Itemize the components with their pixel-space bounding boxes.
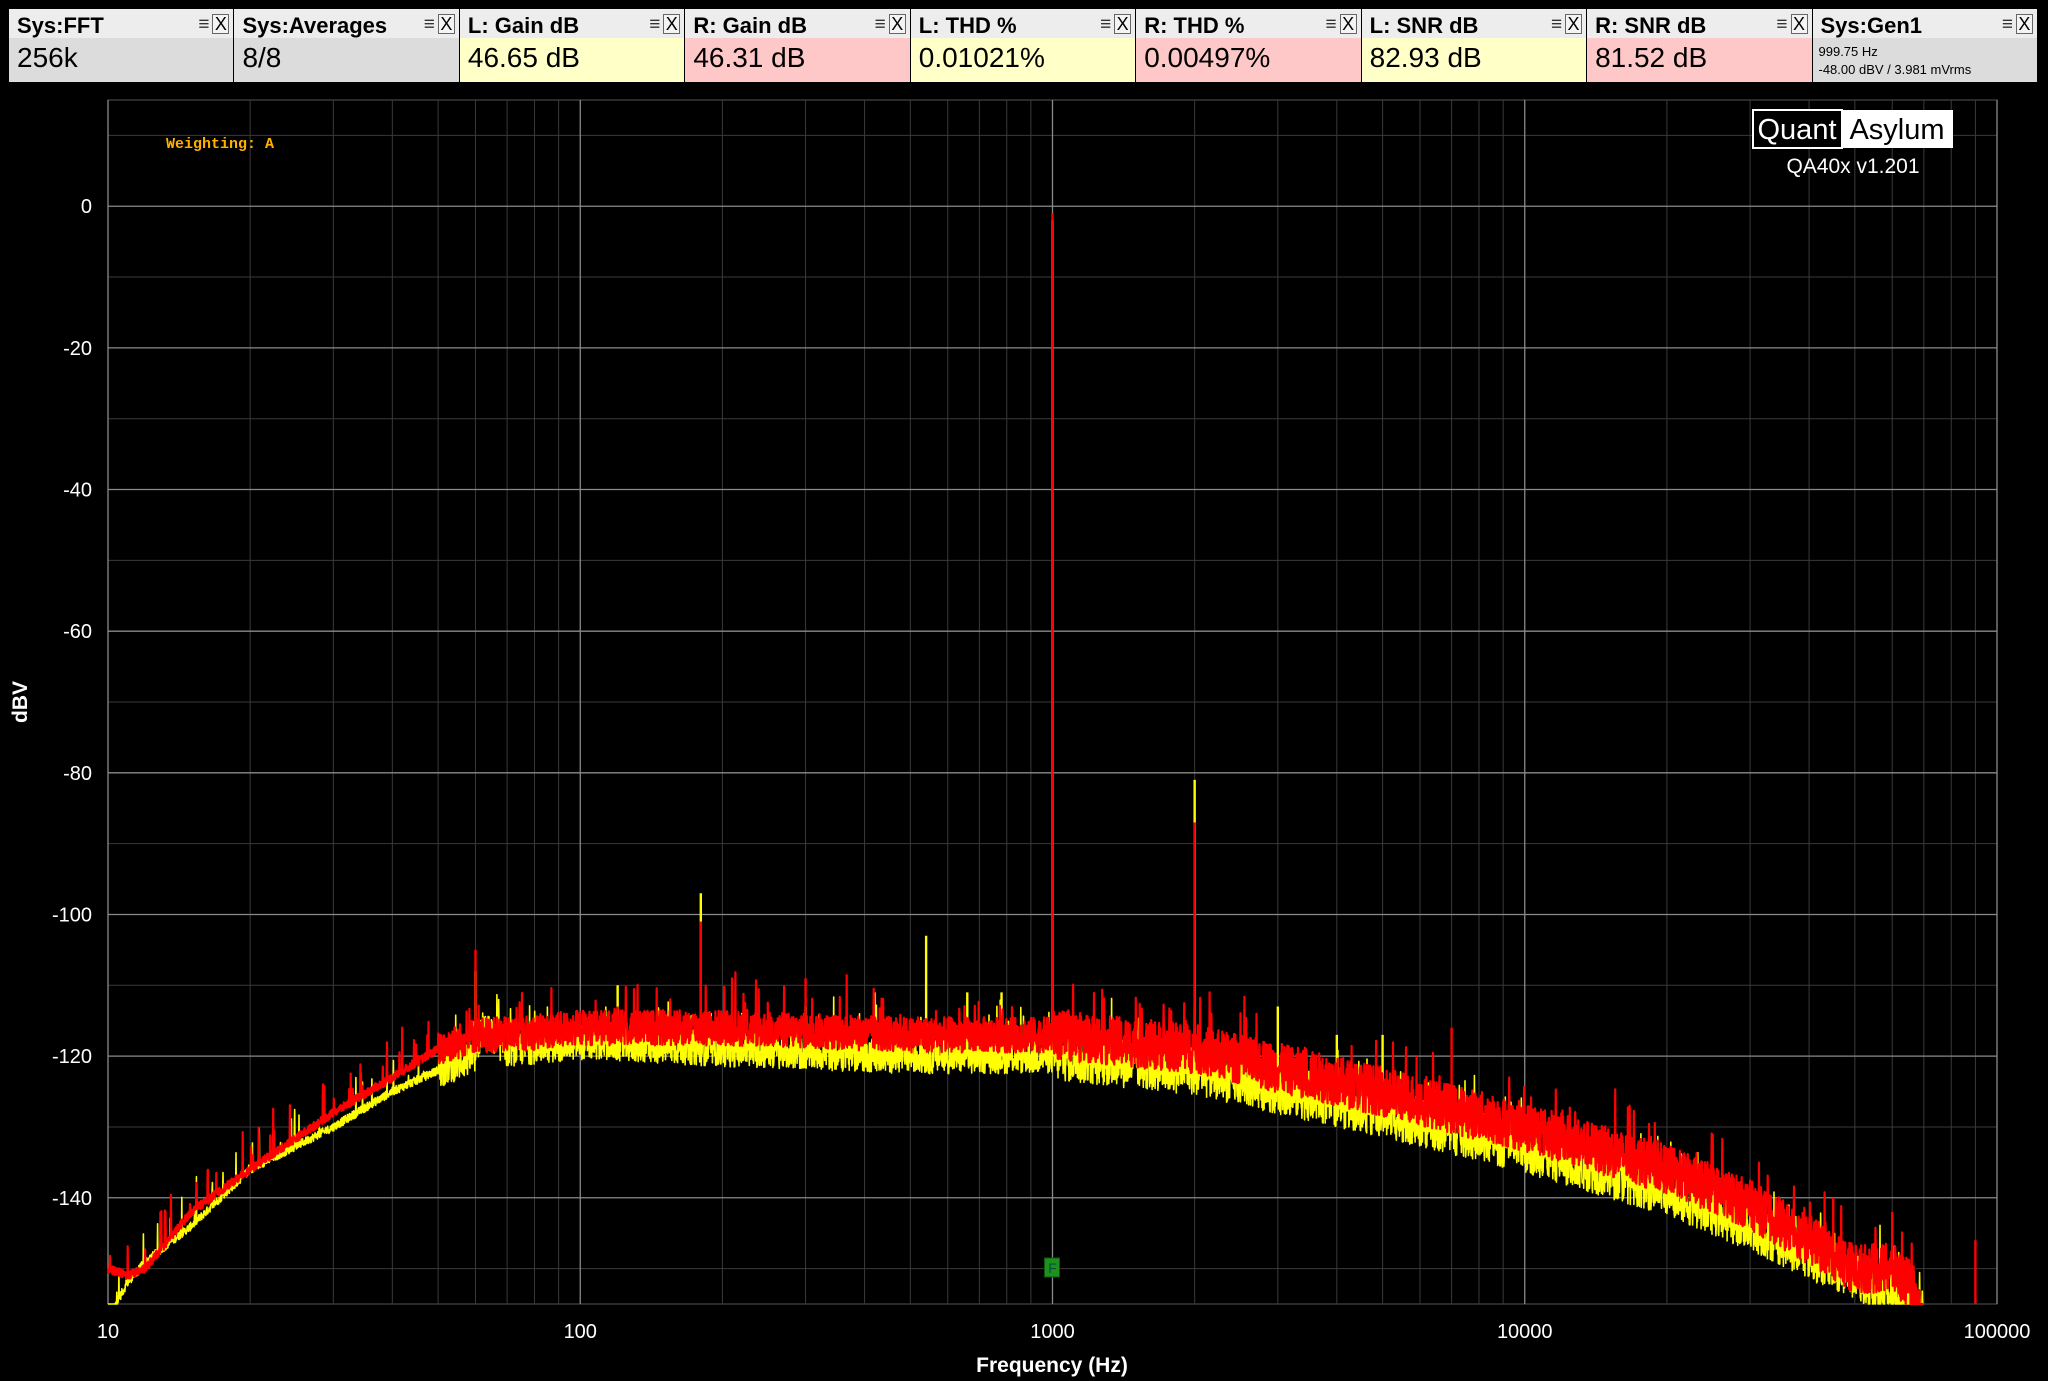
close-icon[interactable]: X [1790,14,1808,34]
tile-header [459,9,685,38]
brand-left: Quant [1758,114,1837,146]
tile-title: L: SNR dB [1369,13,1479,38]
tile-title: L: THD % [918,13,1017,38]
x-tick-label: 100 [564,1321,597,1343]
traces [106,213,1977,1306]
tile-title: R: SNR dB [1595,13,1707,38]
menu-icon[interactable]: ≡ [1550,14,1563,35]
menu-icon[interactable]: ≡ [2001,14,2013,35]
y-tick-label: -20 [63,338,92,360]
tile-title: R: Gain dB [693,13,807,38]
x-tick-label: 10000 [1497,1321,1553,1343]
tile-body [1587,38,1812,82]
close-icon[interactable]: X [2015,14,2033,34]
trace-noise-right [106,971,1925,1306]
tile-body [1361,38,1587,82]
tile-body [685,38,910,82]
x-tick-label: 1000 [1030,1321,1075,1343]
menu-icon[interactable]: ≡ [1100,14,1112,35]
tile-value: 0.00497% [1144,42,1271,73]
tile-r-gain-db[interactable]: R: Gain dB ≡ X 46.31 dB [685,9,910,82]
tile-header [234,9,459,38]
tile-sys-averages[interactable]: Sys:Averages ≡ X 8/8 [234,9,459,82]
brand-right: Asylum [1849,114,1944,146]
menu-icon[interactable]: ≡ [874,14,886,35]
tile-body [910,38,1136,82]
tile-body [9,38,234,82]
tile-l-gain-db[interactable]: L: Gain dB ≡ X 46.65 dB [459,9,685,82]
y-tick-label: -140 [52,1188,92,1210]
tile-title: Sys:Gen1 [1820,13,1923,38]
tile-header [1587,9,1812,38]
y-tick-label: -60 [63,621,92,643]
measurement-tiles: Sys:FFT ≡ X 256k Sys:Averages ≡ X 8/8 L: Gain dB… [9,9,2037,82]
tile-l-snr-db[interactable]: L: SNR dB ≡ X 82.93 dB [1361,9,1587,82]
x-axis-label: Frequency (Hz) [976,1354,1128,1377]
tile-value: 256k [17,42,78,73]
tile-value: 46.31 dB [693,42,806,73]
grid-minor [107,99,1998,1305]
tile-body [1812,38,2037,82]
tile-value: 82.93 dB [1369,42,1482,73]
close-icon[interactable]: X [1565,14,1583,34]
tile-sys-gen1[interactable]: Sys:Gen1 ≡ X 999.75 Hz -48.00 dBV / 3.981 mV… [1812,9,2037,82]
tile-frequency: 999.75 Hz [1818,44,1878,59]
tile-header [9,9,234,38]
tile-value: 0.01021% [918,42,1045,73]
tile-level: -48.00 dBV / 3.981 mVrms [1818,62,1972,77]
close-icon[interactable]: X [1114,14,1132,34]
menu-icon[interactable]: ≡ [1776,14,1788,35]
tile-header [910,9,1136,38]
y-tick-label: -100 [52,904,92,926]
close-icon[interactable]: X [888,14,906,34]
tile-header [1812,9,2037,38]
menu-icon[interactable]: ≡ [649,14,661,35]
tile-sys-fft[interactable]: Sys:FFT ≡ X 256k [9,9,234,82]
tile-title: L: Gain dB [467,13,580,38]
menu-icon[interactable]: ≡ [423,14,435,35]
tick-labels: 10 100 1000 10000 100000 0 -20 -40 -60 -80 -100 -12… [52,196,2030,1343]
tile-value: 81.52 dB [1595,42,1708,73]
menu-icon[interactable]: ≡ [1325,14,1337,35]
tile-r-snr-db[interactable]: R: SNR dB ≡ X 81.52 dB [1587,9,1812,82]
tile-body [459,38,685,82]
tile-r-thd[interactable]: R: THD % ≡ X 0.00497% [1136,9,1361,82]
close-icon[interactable]: X [663,14,681,34]
tile-header [685,9,910,38]
marker-label: F [1048,1260,1057,1276]
brand-logo: Quant Asylum QA40x v1.201 [1752,109,1953,178]
close-icon[interactable]: X [1339,14,1357,34]
tile-title: Sys:Averages [242,13,388,38]
x-tick-label: 100000 [1964,1321,2031,1343]
tile-body [234,38,459,82]
x-tick-label: 10 [97,1321,119,1343]
tile-value: 8/8 [242,42,282,73]
menu-icon[interactable]: ≡ [198,14,210,35]
tile-header [1361,9,1587,38]
fundamental-marker[interactable]: F [1044,1257,1060,1278]
tile-l-thd[interactable]: L: THD % ≡ X 0.01021% [910,9,1136,82]
weighting-label: Weighting: A [166,136,274,153]
tile-title: Sys:FFT [17,13,104,38]
tile-header [1136,9,1361,38]
close-icon[interactable]: X [212,14,230,34]
y-tick-label: -40 [63,480,92,502]
y-axis-label: dBV [9,681,32,723]
tile-value: 46.65 dB [467,42,580,73]
y-tick-label: 0 [81,196,92,218]
tile-title: R: THD % [1144,13,1245,38]
brand-version: QA40x v1.201 [1786,155,1919,178]
y-tick-label: -120 [52,1046,92,1068]
close-icon[interactable]: X [437,14,455,34]
y-tick-label: -80 [63,763,92,785]
tile-body [1136,38,1361,82]
